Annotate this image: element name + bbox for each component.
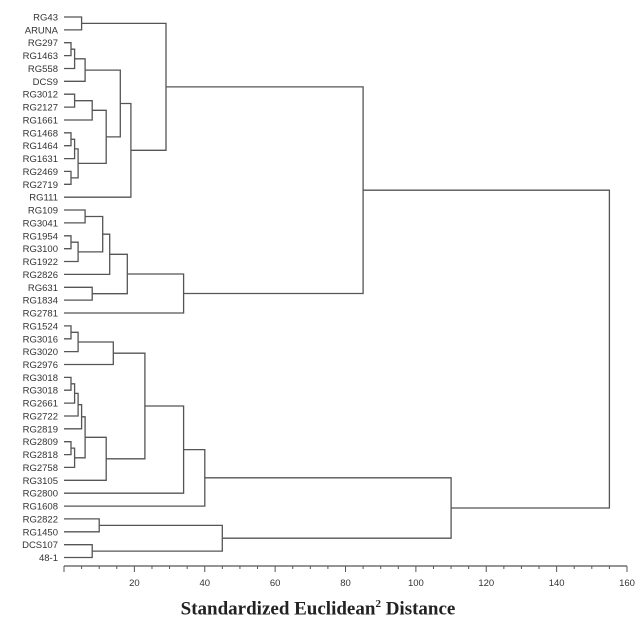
dendrogram-link [64,93,76,108]
dendrogram-link [64,441,72,456]
leaf-label: RG111 [29,193,58,204]
dendrogram-link [64,132,72,147]
leaf-label: RG1463 [23,51,58,62]
leaf-label: DCS107 [22,540,58,551]
dendrogram-link [78,215,104,253]
leaf-label: RG2661 [23,399,58,410]
leaf-label: RG297 [28,38,58,49]
dendrogram-link [64,170,72,185]
leaf-label: RG2758 [23,463,58,474]
leaf-label: RG1834 [23,296,58,307]
dendrogram-link [64,235,72,250]
dendrogram-link [64,392,79,417]
leaf-label: RG3105 [23,476,58,487]
leaf-label: RG3018 [23,373,58,384]
leaf-label: RG2800 [23,489,58,500]
leaf-label: RG2809 [23,437,58,448]
leaf-label: RG43 [33,13,58,24]
dendrogram-link [64,100,93,121]
x-tick-label: 100 [408,578,424,589]
leaf-label: RG631 [28,283,58,294]
leaf-label: RG2826 [23,270,58,281]
dendrogram-link [64,341,114,366]
leaf-label: RG1661 [23,115,58,126]
leaf-label: RG2976 [23,360,58,371]
leaf-label: RG2722 [23,411,58,422]
dendrogram-link [74,416,86,459]
leaf-label: RG2818 [23,450,58,461]
dendrogram-link [64,286,93,301]
leaf-label: RG1524 [23,321,58,332]
x-axis-title: Standardized Euclidean2 Distance [180,598,456,620]
dendrogram-link [64,209,86,224]
dendrogram-link [64,16,83,31]
dendrogram-link [85,69,121,138]
leaf-label: RG3016 [23,334,58,345]
x-tick-label: 120 [478,578,494,589]
x-axis: 20 40 60 80 100 120 140 160 [63,565,635,589]
leaf-label: RG3020 [23,347,58,358]
leaf-label: RG1631 [23,154,58,165]
leaf-label: RG1450 [23,527,58,538]
dendrogram-link [64,404,83,430]
leaf-label: RG2819 [23,424,58,435]
leaf-label: DCS9 [33,77,58,88]
leaf-label: RG2469 [23,167,58,178]
dendrogram-link [106,352,146,460]
dendrogram-link [64,42,72,57]
x-tick-label: 160 [619,578,635,589]
dendrogram-link [64,518,100,533]
x-tick-label: 20 [129,578,140,589]
dendrogram-link [166,86,364,295]
leaf-label: RG3012 [23,90,58,101]
dendrogram-links [64,16,611,559]
x-tick-label: 140 [549,578,565,589]
x-tick-label: 40 [199,578,210,589]
dendrogram-link [64,544,93,559]
leaf-label: RG3100 [23,244,58,255]
dendrogram-link [64,48,76,70]
dendrogram-link [64,383,76,404]
leaf-label: RG1922 [23,257,58,268]
x-tick-label: 80 [340,578,351,589]
leaf-label: ARUNA [25,25,59,36]
dendrogram-link [64,376,72,391]
leaf-label: RG2719 [23,180,58,191]
leaf-label: 48-1 [39,553,58,564]
dendrogram-link [64,325,72,340]
leaf-label: RG558 [28,64,58,75]
leaf-label: RG3018 [23,386,58,397]
leaf-label: RG109 [28,206,58,217]
leaf-label: RG2781 [23,309,58,320]
dendrogram-link [363,189,611,509]
leaf-label: RG1468 [23,128,58,139]
dendrogram-link [204,477,452,539]
leaf-label: RG1954 [23,231,58,242]
leaf-label: RG3041 [23,218,58,229]
dendrogram-link [64,447,76,469]
leaf-label: RG2822 [23,514,58,525]
leaf-label: RG2127 [23,103,58,114]
leaf-label: RG1464 [23,141,58,152]
x-tick-label: 60 [270,578,281,589]
dendrogram-link [92,524,223,552]
dendrogram-link [81,22,167,151]
dendrogram-link [64,138,76,160]
leaf-label: RG1608 [23,502,58,513]
